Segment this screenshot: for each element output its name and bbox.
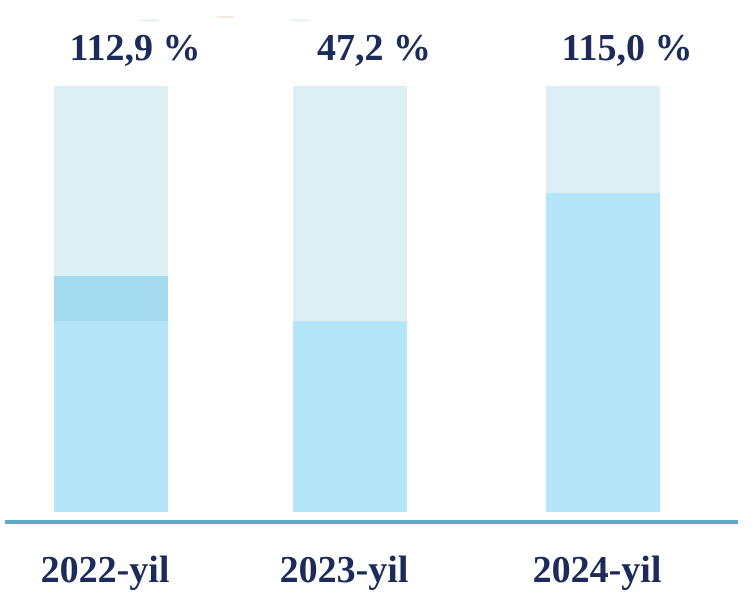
bar-2022-yil (54, 321, 168, 512)
bar-band-2022-yil (54, 276, 168, 321)
value-label-2022-yil: 112,9 % (69, 27, 201, 69)
x-axis-baseline (5, 520, 738, 524)
value-label-2023-yil: 47,2 % (317, 27, 431, 69)
value-label-2024-yil: 115,0 % (561, 27, 693, 69)
category-label-2024-yil: 2024-yil (532, 549, 662, 591)
category-label-2022-yil: 2022-yil (40, 549, 170, 591)
decorative-header-image (60, 0, 360, 34)
category-label-2023-yil: 2023-yil (279, 549, 409, 591)
bar-2024-yil (546, 193, 660, 512)
bar-2023-yil (293, 321, 407, 512)
